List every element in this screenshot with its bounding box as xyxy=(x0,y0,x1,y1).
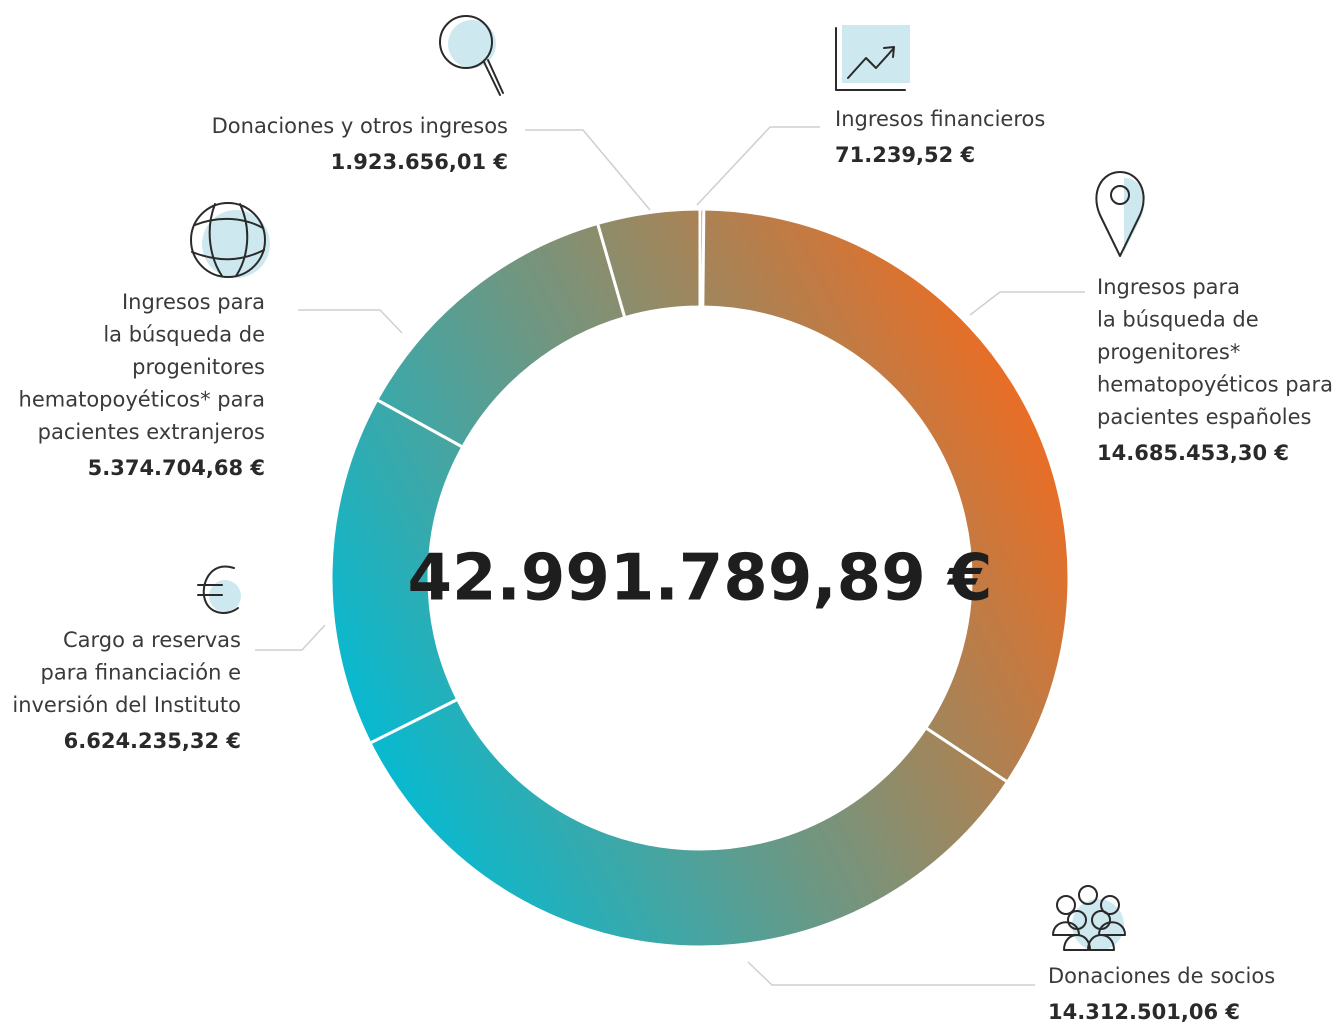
icon-search xyxy=(439,15,504,96)
label-line: progenitores* xyxy=(1097,340,1240,364)
label-line: inversión del Instituto xyxy=(12,693,241,717)
icon-euro xyxy=(197,565,241,614)
slice-label: Donaciones y otros ingresos xyxy=(212,114,508,138)
label-line: Ingresos para xyxy=(122,290,265,314)
value-label: 71.239,52 € xyxy=(835,143,975,167)
label-line: hematopoyéticos para xyxy=(1097,373,1333,397)
icon-globe xyxy=(190,202,270,278)
label-line: Cargo a reservas xyxy=(63,628,241,652)
leader-line xyxy=(747,961,1035,986)
slice-label: Donaciones de socios xyxy=(1048,964,1275,988)
leader-line xyxy=(696,126,820,206)
label-line: la búsqueda de xyxy=(1097,308,1259,332)
leader-line xyxy=(255,624,326,651)
label-line: hematopoyéticos* para xyxy=(19,388,265,412)
leader-line xyxy=(298,309,403,334)
value-label: 1.923.656,01 € xyxy=(331,150,508,174)
value-label: 14.685.453,30 € xyxy=(1097,441,1289,465)
value-label: 5.374.704,68 € xyxy=(88,456,265,480)
label-line: Ingresos para xyxy=(1097,275,1240,299)
label-line: progenitores xyxy=(132,355,265,379)
center-total: 42.991.789,89 € xyxy=(407,542,992,616)
donut-slice xyxy=(367,697,1010,949)
icon-chart xyxy=(835,25,910,91)
label-line: pacientes extranjeros xyxy=(38,420,265,444)
label-line: la búsqueda de xyxy=(103,323,265,347)
icon-people xyxy=(1052,885,1126,951)
label-line: pacientes españoles xyxy=(1097,405,1312,429)
donut-slice xyxy=(701,207,1071,785)
value-label: 14.312.501,06 € xyxy=(1048,1000,1240,1024)
leader-line xyxy=(969,291,1085,316)
icon-pin xyxy=(1095,171,1145,257)
slice-label: Cargo a reservas para financiación e inver… xyxy=(12,628,241,717)
donut-slice xyxy=(595,207,702,320)
slice-label: Ingresos financieros xyxy=(835,107,1045,131)
donut xyxy=(329,207,1071,949)
slice-label: Ingresos para la búsqueda de progenitores h… xyxy=(19,290,265,444)
donut-slice xyxy=(374,221,627,450)
value-label: 6.624.235,32 € xyxy=(64,729,241,753)
leader-line xyxy=(525,129,651,211)
slice-label: Ingresos para la búsqueda de progenitores*… xyxy=(1097,275,1333,429)
label-line: para financiación e xyxy=(41,661,241,685)
